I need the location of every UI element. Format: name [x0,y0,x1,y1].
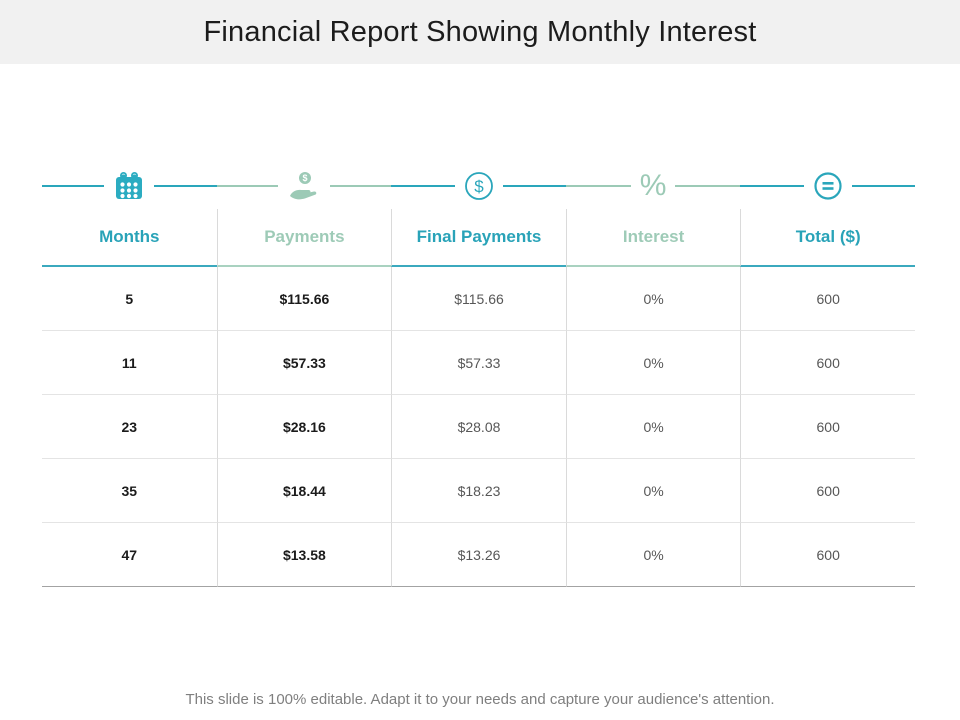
cell-final-payments: $115.66 [391,267,566,331]
cell-payments: $18.44 [216,459,392,523]
svg-text:$: $ [302,173,307,183]
column-header-total: Total ($) [740,209,915,267]
divider-line [216,185,278,187]
divider-line [502,185,566,187]
divider-line [851,185,916,187]
cell-total: 600 [740,459,915,523]
cell-interest: 0% [565,459,741,523]
divider-line [329,185,392,187]
icon-cell-months [42,163,217,209]
cell-months: 47 [42,523,217,587]
column-header-interest: Interest [565,209,741,267]
cell-total: 600 [740,523,915,587]
calendar-icon [113,171,145,201]
icon-cell-interest: % [565,163,741,209]
table-row: 11 $57.33 $57.33 0% 600 [42,331,915,395]
cell-total: 600 [740,267,915,331]
icon-cell-total [740,163,916,209]
dollar-circle-icon: $ [464,171,494,201]
cell-payments: $28.16 [216,395,392,459]
svg-text:$: $ [474,177,484,196]
cell-interest: 0% [565,395,741,459]
table-row: 5 $115.66 $115.66 0% 600 [42,267,915,331]
cell-payments: $115.66 [216,267,392,331]
equals-circle-icon [813,171,843,201]
column-header-final-payments: Final Payments [391,209,566,267]
page-title: Financial Report Showing Monthly Interes… [203,15,757,48]
cell-months: 5 [42,267,217,331]
divider-line [675,185,741,187]
percent-icon: % [639,169,667,202]
divider-line [154,185,217,187]
table-row: 23 $28.16 $28.08 0% 600 [42,395,915,459]
icon-cell-final-payments: $ [391,163,566,209]
table-header-row: Months Payments Final Payments Interest … [42,209,915,267]
cell-months: 23 [42,395,217,459]
divider-line [565,185,631,187]
cell-months: 35 [42,459,217,523]
footer-note: This slide is 100% editable. Adapt it to… [185,691,775,708]
cell-total: 600 [740,331,915,395]
cell-total: 600 [740,395,915,459]
divider-line [391,185,455,187]
table-icon-row: $ $ % [42,163,916,209]
column-header-months: Months [42,209,217,267]
cell-interest: 0% [565,331,741,395]
divider-line [42,185,105,187]
cell-payments: $57.33 [216,331,392,395]
cell-months: 11 [42,331,217,395]
hand-coin-icon: $ [287,170,321,202]
cell-payments: $13.58 [216,523,392,587]
title-bar: Financial Report Showing Monthly Interes… [0,0,960,64]
icon-cell-payments: $ [216,163,392,209]
cell-final-payments: $18.23 [391,459,566,523]
cell-final-payments: $57.33 [391,331,566,395]
cell-interest: 0% [565,523,741,587]
financial-table: $ $ % [42,163,916,587]
cell-interest: 0% [565,267,741,331]
divider-line [740,185,804,187]
cell-final-payments: $13.26 [391,523,566,587]
table-row: 35 $18.44 $18.23 0% 600 [42,459,915,523]
cell-final-payments: $28.08 [391,395,566,459]
column-header-payments: Payments [216,209,392,267]
table-row: 47 $13.58 $13.26 0% 600 [42,523,915,587]
